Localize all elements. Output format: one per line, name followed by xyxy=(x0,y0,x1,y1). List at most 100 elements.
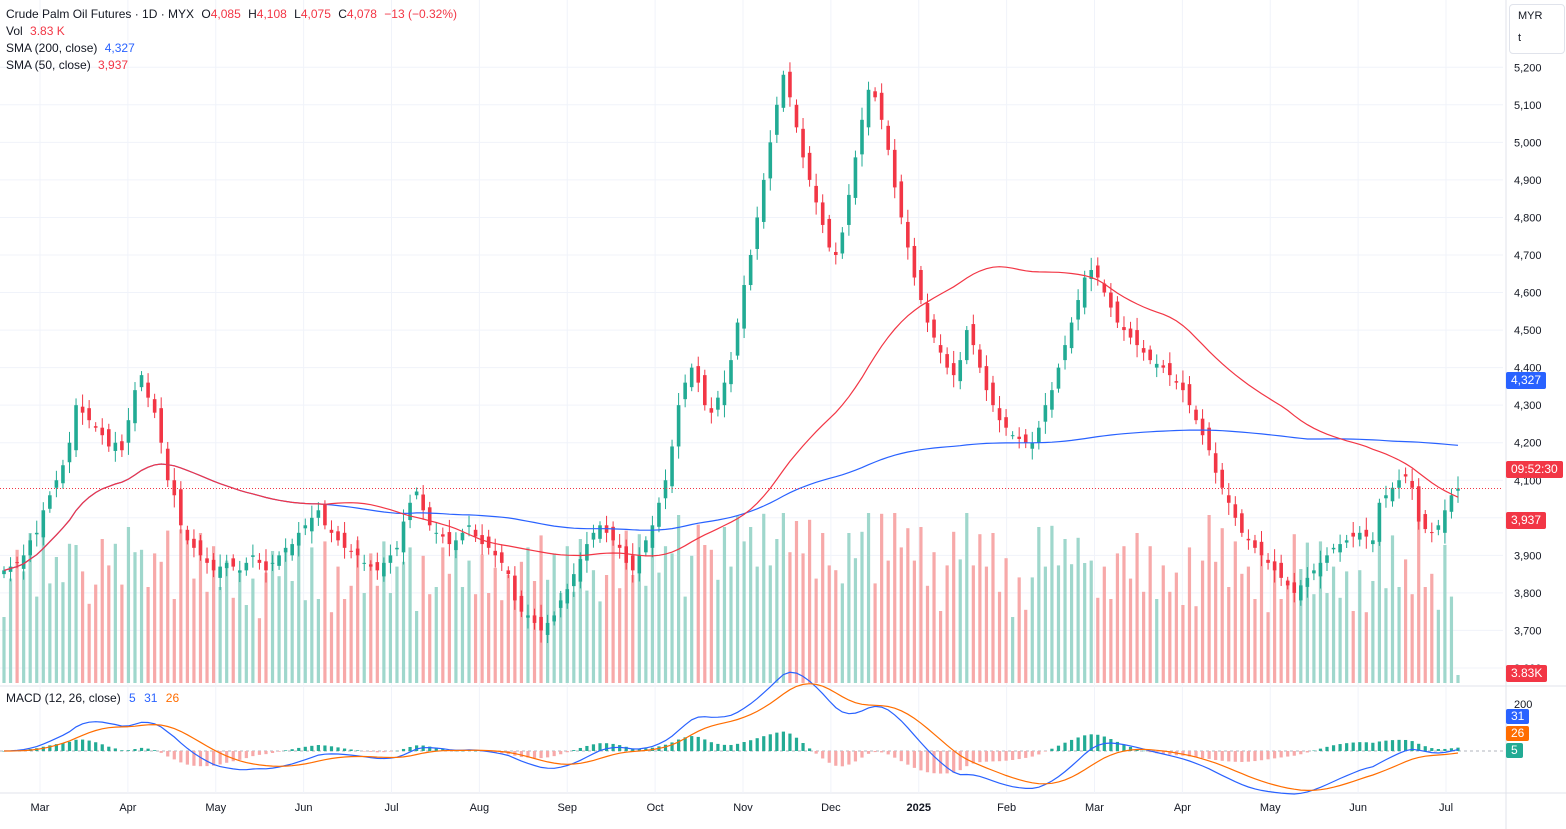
volume-bar xyxy=(1318,541,1323,683)
volume-bar xyxy=(644,585,648,683)
macd-histogram-bar xyxy=(1083,735,1087,751)
macd-histogram-bar xyxy=(794,737,799,751)
legend-sma50-row[interactable]: SMA (50, close) 3,937 xyxy=(6,57,457,74)
macd-histogram-bar xyxy=(264,751,268,755)
macd-histogram-bar xyxy=(1115,741,1120,751)
volume-bar xyxy=(1043,566,1047,683)
macd-histogram-bar xyxy=(1312,750,1316,752)
macd-histogram-bar xyxy=(205,751,209,767)
macd-histogram-bar xyxy=(231,751,235,762)
time-tick-label: Feb xyxy=(997,802,1016,814)
macd-histogram-bar xyxy=(775,732,779,751)
volume-bar xyxy=(290,581,294,683)
candle-body xyxy=(755,217,759,249)
volume-bar xyxy=(1449,596,1454,683)
candle-body xyxy=(526,615,530,618)
macd-histogram-bar xyxy=(349,749,353,751)
candle-body xyxy=(585,544,589,561)
candle-body xyxy=(951,363,956,376)
macd-axis-tick: 200 xyxy=(1514,699,1532,711)
volume-bar xyxy=(1312,594,1316,683)
volume-bar xyxy=(572,591,576,683)
candle-body xyxy=(395,547,399,550)
candle-body xyxy=(761,179,766,222)
macd-histogram-bar xyxy=(133,749,137,751)
candle-body xyxy=(54,480,59,488)
macd-histogram-bar xyxy=(598,743,602,751)
macd-histogram-bar xyxy=(270,751,275,753)
candle-body xyxy=(1207,427,1211,451)
macd-histogram-bar xyxy=(48,745,52,751)
volume-bar xyxy=(22,571,26,683)
candle-body xyxy=(1351,532,1356,537)
candle-body xyxy=(467,525,471,527)
volume-bar xyxy=(198,533,203,683)
macd-histogram-bar xyxy=(1214,751,1218,761)
volume-bar xyxy=(1410,594,1414,683)
volume-bar xyxy=(323,541,327,683)
volume-bar xyxy=(1102,566,1106,683)
candle-body xyxy=(257,559,262,563)
high-label: H xyxy=(248,7,257,21)
candle-body xyxy=(1148,349,1152,361)
currency-unit-selector[interactable]: MYR t xyxy=(1509,4,1565,54)
macd-hist-value: 5 xyxy=(129,691,136,705)
volume-bar xyxy=(1358,570,1362,683)
volume-bar xyxy=(703,545,707,683)
candle-body xyxy=(159,408,163,443)
macd-histogram-bar xyxy=(1200,751,1205,759)
candle-body xyxy=(1364,529,1369,537)
candle-body xyxy=(558,600,563,608)
legend-sma200-row[interactable]: SMA (200, close) 4,327 xyxy=(6,40,457,57)
volume-bar xyxy=(971,565,975,683)
volume-bar xyxy=(1089,560,1093,683)
candle-body xyxy=(801,128,805,158)
volume-bar xyxy=(74,545,78,683)
macd-histogram-bar xyxy=(1358,742,1362,751)
macd-histogram-bar xyxy=(120,750,124,751)
candle-body xyxy=(879,92,884,120)
volume-bar xyxy=(1207,515,1211,683)
candle-body xyxy=(1141,348,1146,353)
candle-body xyxy=(1095,265,1100,278)
volume-bar xyxy=(513,583,517,683)
candle-body xyxy=(1338,544,1342,553)
macd-legend[interactable]: MACD (12, 26, close) 5 31 26 xyxy=(6,691,179,705)
candle-body xyxy=(368,564,373,567)
candle-body xyxy=(133,390,137,424)
instrument-title[interactable]: Crude Palm Oil Futures · 1D · MYX xyxy=(6,7,195,21)
countdown-tag: 09:52:30 xyxy=(1506,461,1563,478)
macd-histogram-bar xyxy=(677,739,681,751)
volume-bar xyxy=(107,565,111,683)
volume-bar xyxy=(139,549,144,683)
volume-bar xyxy=(434,587,438,683)
volume-bar xyxy=(893,513,897,683)
candle-body xyxy=(283,547,288,553)
macd-histogram-bar xyxy=(873,751,877,753)
candle-body xyxy=(820,202,825,225)
candle-body xyxy=(74,405,78,451)
macd-histogram-bar xyxy=(323,745,327,751)
candle-body xyxy=(61,465,65,484)
sma200-price-tag: 4,327 xyxy=(1506,372,1547,389)
macd-histogram-bar xyxy=(172,751,176,760)
volume-bar xyxy=(205,591,209,683)
volume-bar xyxy=(585,590,589,683)
candle-body xyxy=(1240,513,1244,533)
macd-histogram-bar xyxy=(1240,751,1244,762)
candle-body xyxy=(1161,365,1166,368)
legend-volume-row[interactable]: Vol 3.83 K xyxy=(6,23,457,40)
candle-body xyxy=(342,532,347,548)
volume-bar xyxy=(487,593,491,683)
candle-body xyxy=(630,555,635,571)
low-label: L xyxy=(294,7,301,21)
volume-bar xyxy=(1246,566,1251,683)
macd-histogram-bar xyxy=(781,731,785,751)
volume-bar xyxy=(1292,534,1296,683)
macd-histogram-bar xyxy=(415,745,419,751)
macd-histogram-bar xyxy=(297,747,301,751)
candle-body xyxy=(93,426,98,428)
volume-bar xyxy=(919,527,923,683)
candle-body xyxy=(938,345,943,353)
